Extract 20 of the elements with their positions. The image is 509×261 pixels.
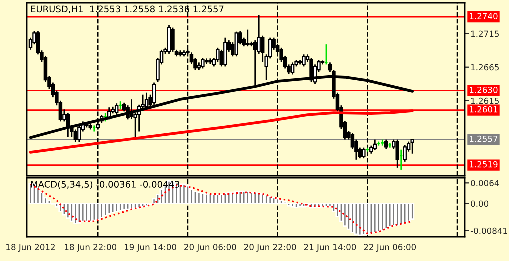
chart-title: EURUSD,H1 1.2553 1.2558 1.2536 1.2557 xyxy=(31,6,224,14)
x-tick-label: 20 Jun 06:00 xyxy=(184,244,236,252)
y-tick-label: -0.00841 xyxy=(470,228,508,234)
x-tick-label: 22 Jun 06:00 xyxy=(364,244,416,252)
x-tick-label: 18 Jun 22:00 xyxy=(65,244,117,252)
y-tick-label: 1.2665 xyxy=(471,64,499,71)
chart-title: MACD(5,34,5) -0.00361 -0.00443 xyxy=(31,180,180,189)
ref-line-label: 1.2519 xyxy=(470,161,498,168)
ref-line-label: 1.2601 xyxy=(470,106,498,113)
y-tick-label: 1.2715 xyxy=(471,30,499,38)
x-tick-label: 21 Jun 14:00 xyxy=(304,244,356,252)
x-tick-label: 19 Jun 14:00 xyxy=(124,244,176,252)
y-tick-label: 0.0064 xyxy=(471,180,500,186)
ref-line-label: 1.2740 xyxy=(470,13,498,20)
y-tick-label: 1.2615 xyxy=(471,98,499,104)
y-tick-label: 0.00 xyxy=(471,200,489,208)
ref-line-label: 1.2630 xyxy=(470,86,498,94)
x-tick-label: 18 Jun 2012 xyxy=(6,244,55,252)
ref-line-label: 1.2557 xyxy=(470,136,498,142)
x-tick-label: 20 Jun 22:00 xyxy=(244,244,296,252)
